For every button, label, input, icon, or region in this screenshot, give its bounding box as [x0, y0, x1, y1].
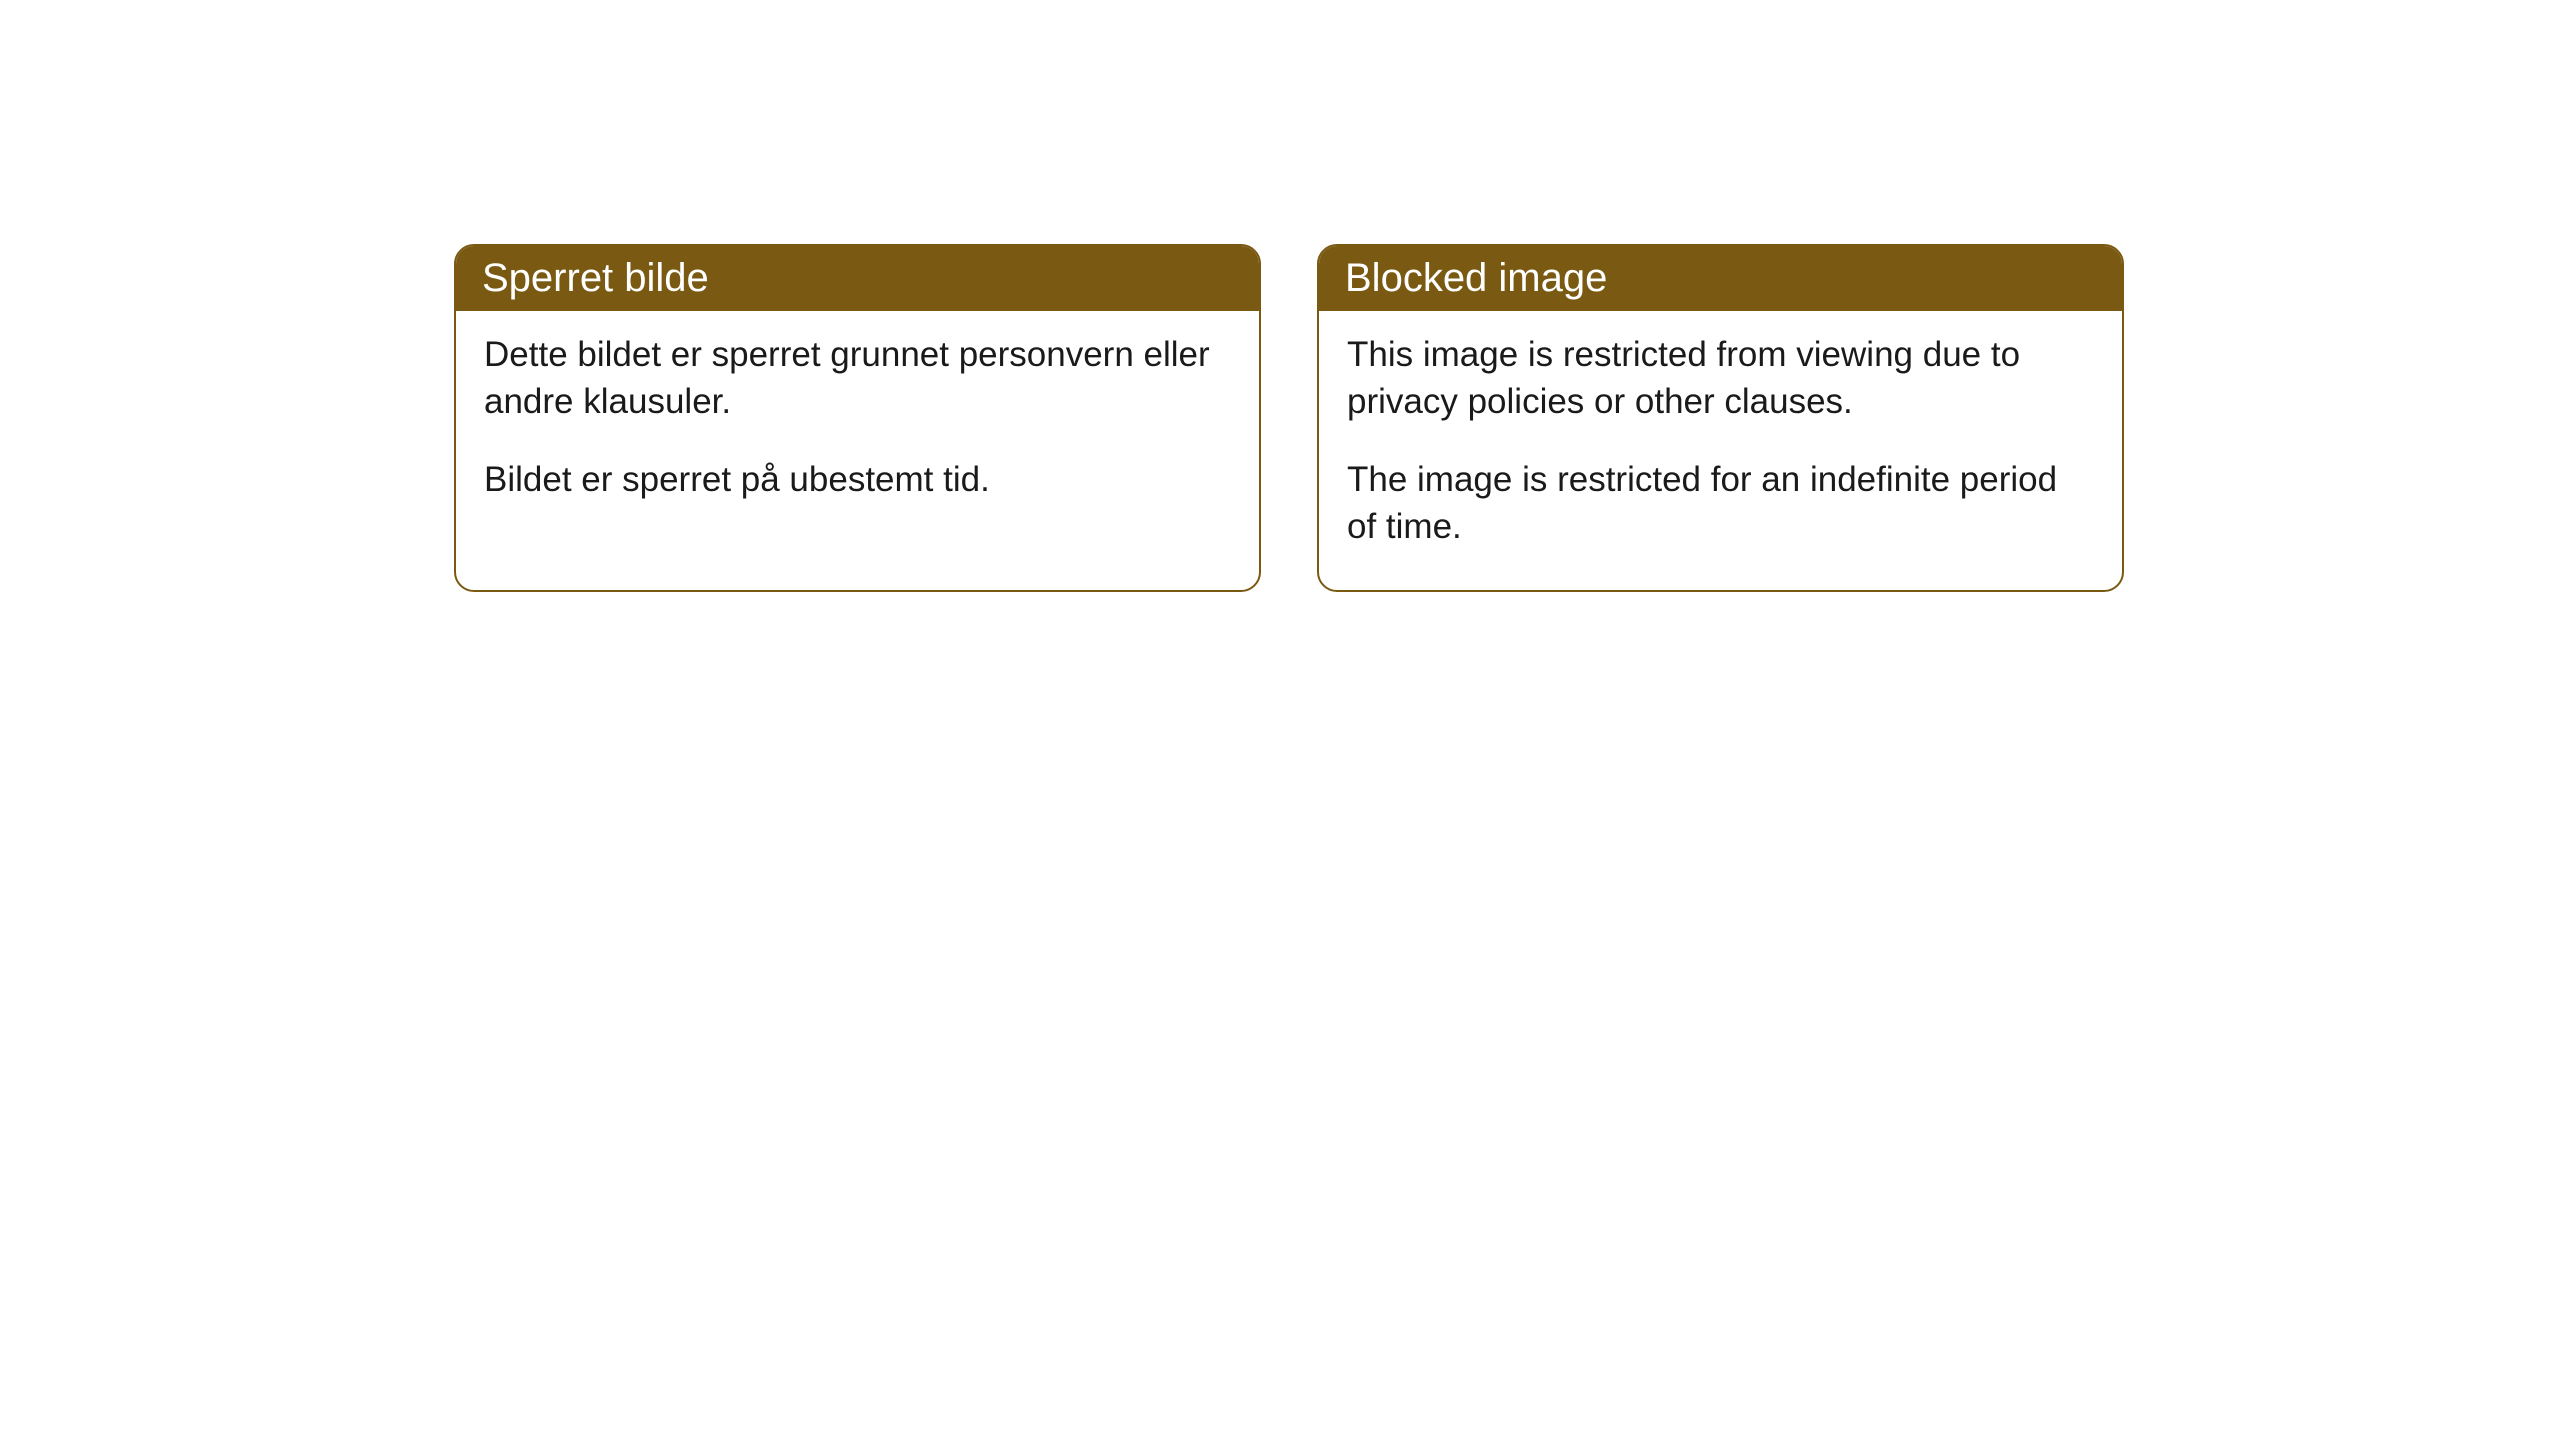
card-body: This image is restricted from viewing du…: [1319, 311, 2122, 590]
card-paragraph-2: The image is restricted for an indefinit…: [1347, 456, 2094, 551]
notice-cards-container: Sperret bilde Dette bildet er sperret gr…: [454, 244, 2124, 592]
card-title: Blocked image: [1345, 256, 1607, 300]
card-title: Sperret bilde: [482, 256, 709, 300]
card-paragraph-2: Bildet er sperret på ubestemt tid.: [484, 456, 1231, 503]
card-paragraph-1: This image is restricted from viewing du…: [1347, 331, 2094, 426]
card-header: Sperret bilde: [456, 246, 1259, 311]
card-body: Dette bildet er sperret grunnet personve…: [456, 311, 1259, 543]
notice-card-norwegian: Sperret bilde Dette bildet er sperret gr…: [454, 244, 1261, 592]
card-header: Blocked image: [1319, 246, 2122, 311]
card-paragraph-1: Dette bildet er sperret grunnet personve…: [484, 331, 1231, 426]
notice-card-english: Blocked image This image is restricted f…: [1317, 244, 2124, 592]
